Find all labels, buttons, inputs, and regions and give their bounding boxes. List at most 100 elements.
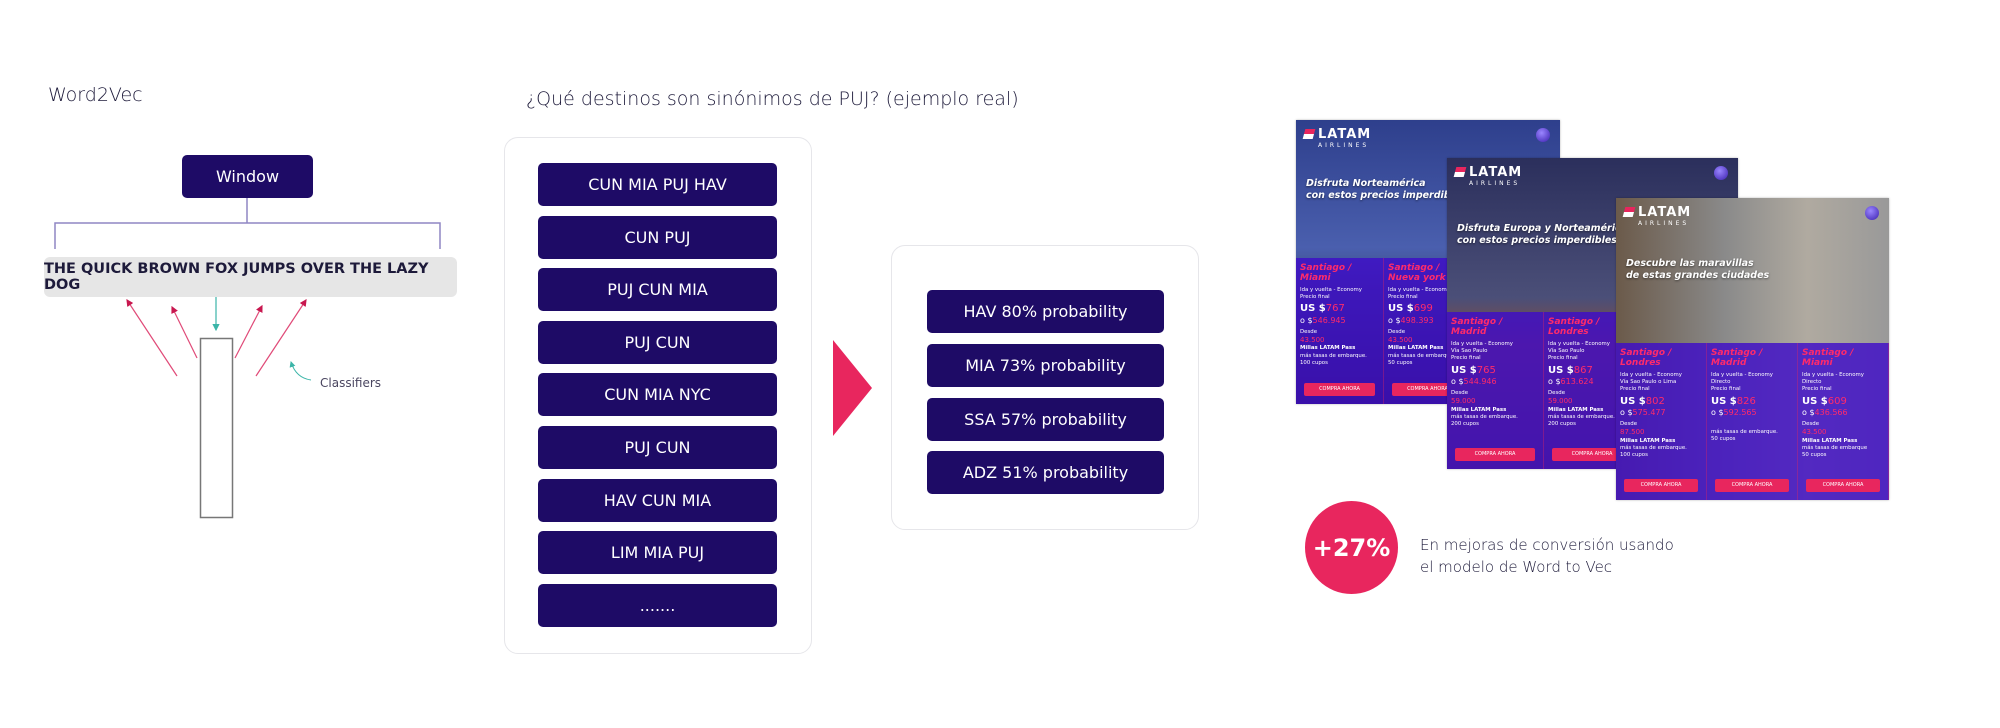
- offer-price-clp-value: 592.565: [1723, 408, 1757, 418]
- word2vec-title: Word2Vec: [48, 84, 143, 106]
- offer-route-line: Santiago /: [1548, 317, 1600, 327]
- compra-ahora-button[interactable]: COMPRA AHORA: [1392, 383, 1463, 396]
- context-arrow: [255, 298, 307, 377]
- offer-route-line: Santiago /: [1388, 263, 1440, 273]
- sequence-item: PUJ CUN: [538, 426, 777, 469]
- offer-detail: Ida y vuelta - Economy: [1802, 371, 1864, 378]
- offer-detail: Precio final: [1388, 293, 1418, 300]
- offer-price-usd-value: 767: [1325, 303, 1345, 315]
- offer-note: 200 cupos: [1451, 421, 1479, 428]
- offer-route-line: Londres: [1548, 327, 1589, 338]
- offer-price-clp: o $546.945: [1300, 315, 1346, 325]
- offer-note: 50 cupos: [1802, 452, 1827, 459]
- context-arrow: [234, 304, 263, 359]
- offer-detail: Precio final: [1620, 386, 1650, 393]
- offer-note: más tasas de embarque.: [1451, 413, 1518, 420]
- offer-price-usd-value: 867: [1573, 364, 1593, 376]
- offer-detail: Vía Sao Paulo: [1451, 347, 1488, 354]
- offer-price-usd-value: 765: [1476, 364, 1496, 376]
- offer-price-clp: o $544.946: [1451, 377, 1497, 387]
- sequence-item: LIM MIA PUJ: [538, 531, 777, 575]
- offer-route-line: Santiago /: [1451, 317, 1503, 327]
- latam-logo-sub: AIRLINES: [1469, 180, 1521, 187]
- offer-price-clp: o $613.624: [1548, 377, 1594, 387]
- sequence-item: .......: [538, 583, 777, 627]
- offer-price-usd-value: 609: [1827, 395, 1847, 407]
- offer-route-line: Nueva york: [1388, 273, 1446, 284]
- ad-headline: Descubre las maravillas de estas grandes …: [1626, 258, 1769, 283]
- offer-route: Santiago / Madrid: [1451, 317, 1539, 338]
- compra-ahora-button[interactable]: COMPRA AHORA: [1806, 479, 1880, 492]
- latam-logo-icon: [1453, 167, 1467, 177]
- latam-logo-sub: AIRLINES: [1638, 220, 1690, 227]
- ad-offer-column: Santiago / Madrid Ida y vuelta - Economy Di…: [1707, 343, 1798, 500]
- sequence-item: CUN PUJ: [538, 215, 777, 259]
- latam-logo: LATAM AIRLINES: [1302, 128, 1371, 149]
- offer-detail: Ida y vuelta - Economy: [1388, 286, 1450, 293]
- compra-ahora-button[interactable]: COMPRA AHORA: [1552, 448, 1632, 461]
- offer-route: Santiago / Miami: [1802, 348, 1884, 369]
- offer-route-line: Madrid: [1711, 358, 1747, 369]
- offer-price-clp: o $575.477: [1620, 408, 1666, 418]
- oneworld-globe-icon: [1536, 128, 1550, 142]
- ad-headline-line: con estos precios imperdibles.: [1457, 235, 1621, 247]
- offer-route-line: Madrid: [1451, 327, 1487, 338]
- offer-detail: Precio final: [1300, 293, 1330, 300]
- offer-detail: Ida y vuelta - Economy: [1300, 286, 1362, 293]
- offer-note: 200 cupos: [1548, 421, 1576, 428]
- offer-desde-label: Desde: [1620, 420, 1638, 427]
- sequence-item: CUN MIA NYC: [538, 373, 777, 417]
- offer-price-clp-value: 498.393: [1400, 315, 1434, 325]
- offer-price-clp: o $592.565: [1711, 408, 1757, 418]
- offer-detail: Precio final: [1451, 355, 1481, 362]
- ad-offers-panel: Santiago / Londres Ida y vuelta - Economy V…: [1616, 343, 1889, 500]
- offer-detail: Directo: [1711, 378, 1731, 385]
- offer-route-line: Santiago /: [1802, 348, 1854, 358]
- offer-route: Santiago / Madrid: [1711, 348, 1793, 369]
- compra-ahora-button[interactable]: COMPRA AHORA: [1624, 479, 1698, 492]
- offer-miles-value: 43.500: [1802, 428, 1827, 437]
- ad-headline-line: de estas grandes ciudades: [1626, 270, 1770, 282]
- ad-headline: Disfruta Europa y Norteamérica con estos …: [1457, 223, 1627, 248]
- offer-note: 100 cupos: [1300, 359, 1328, 366]
- spacer: [1711, 419, 1793, 429]
- offer-price-usd: US $765: [1451, 364, 1496, 376]
- offer-miles-label: Millas LATAM Pass: [1620, 437, 1676, 444]
- compra-ahora-button[interactable]: COMPRA AHORA: [1715, 479, 1789, 492]
- offer-desde-label: Desde: [1451, 389, 1469, 396]
- offer-note: 50 cupos: [1388, 359, 1413, 366]
- offer-miles-value: 59.000: [1548, 397, 1573, 406]
- compra-ahora-button[interactable]: COMPRA AHORA: [1455, 448, 1535, 461]
- oneworld-globe-icon: [1714, 166, 1728, 180]
- offer-note: más tasas de embarque.: [1548, 413, 1615, 420]
- result-item: MIA 73% probability: [927, 343, 1164, 387]
- offer-route-line: Londres: [1620, 358, 1661, 369]
- offer-miles-value: 59.000: [1451, 397, 1476, 406]
- ad-headline-line: Disfruta Europa y Norteamérica: [1457, 223, 1628, 234]
- offer-detail: Vía Sao Paulo: [1548, 347, 1585, 354]
- offer-note: más tasas de embarque: [1802, 444, 1868, 451]
- ad-offer-column: Santiago / Madrid Ida y vuelta - Economy Ví…: [1447, 312, 1544, 469]
- offer-price-clp-value: 436.566: [1814, 408, 1848, 418]
- offer-miles-value: 43.500: [1388, 335, 1413, 344]
- ad-headline-line: Descubre las maravillas: [1626, 258, 1754, 269]
- offer-route-line: Miami: [1300, 273, 1331, 284]
- offer-route: Santiago / Londres: [1620, 348, 1702, 369]
- offer-price-usd: US $609: [1802, 395, 1847, 407]
- offer-price-clp-value: 575.477: [1632, 408, 1666, 418]
- latam-logo-icon: [1622, 207, 1636, 217]
- offer-price-clp: o $436.566: [1802, 408, 1848, 418]
- embedding-vector: [199, 337, 234, 519]
- context-arrow: [171, 305, 198, 359]
- offer-miles-label: Millas LATAM Pass: [1548, 406, 1604, 413]
- offer-price-usd-value: 699: [1413, 303, 1433, 315]
- oneworld-globe-icon: [1865, 206, 1879, 220]
- classifiers-label: Classifiers: [320, 376, 382, 390]
- offer-desde-label: Desde: [1300, 328, 1318, 335]
- offer-route-line: Miami: [1802, 358, 1833, 369]
- offer-price-usd: US $826: [1711, 395, 1756, 407]
- offer-route: Santiago / Nueva york: [1388, 263, 1467, 284]
- conversion-stat-text: En mejoras de conversión usando el model…: [1420, 536, 1674, 576]
- compra-ahora-button[interactable]: COMPRA AHORA: [1304, 383, 1375, 396]
- ad-offer-column: Santiago / Londres Ida y vuelta - Economy V…: [1616, 343, 1707, 500]
